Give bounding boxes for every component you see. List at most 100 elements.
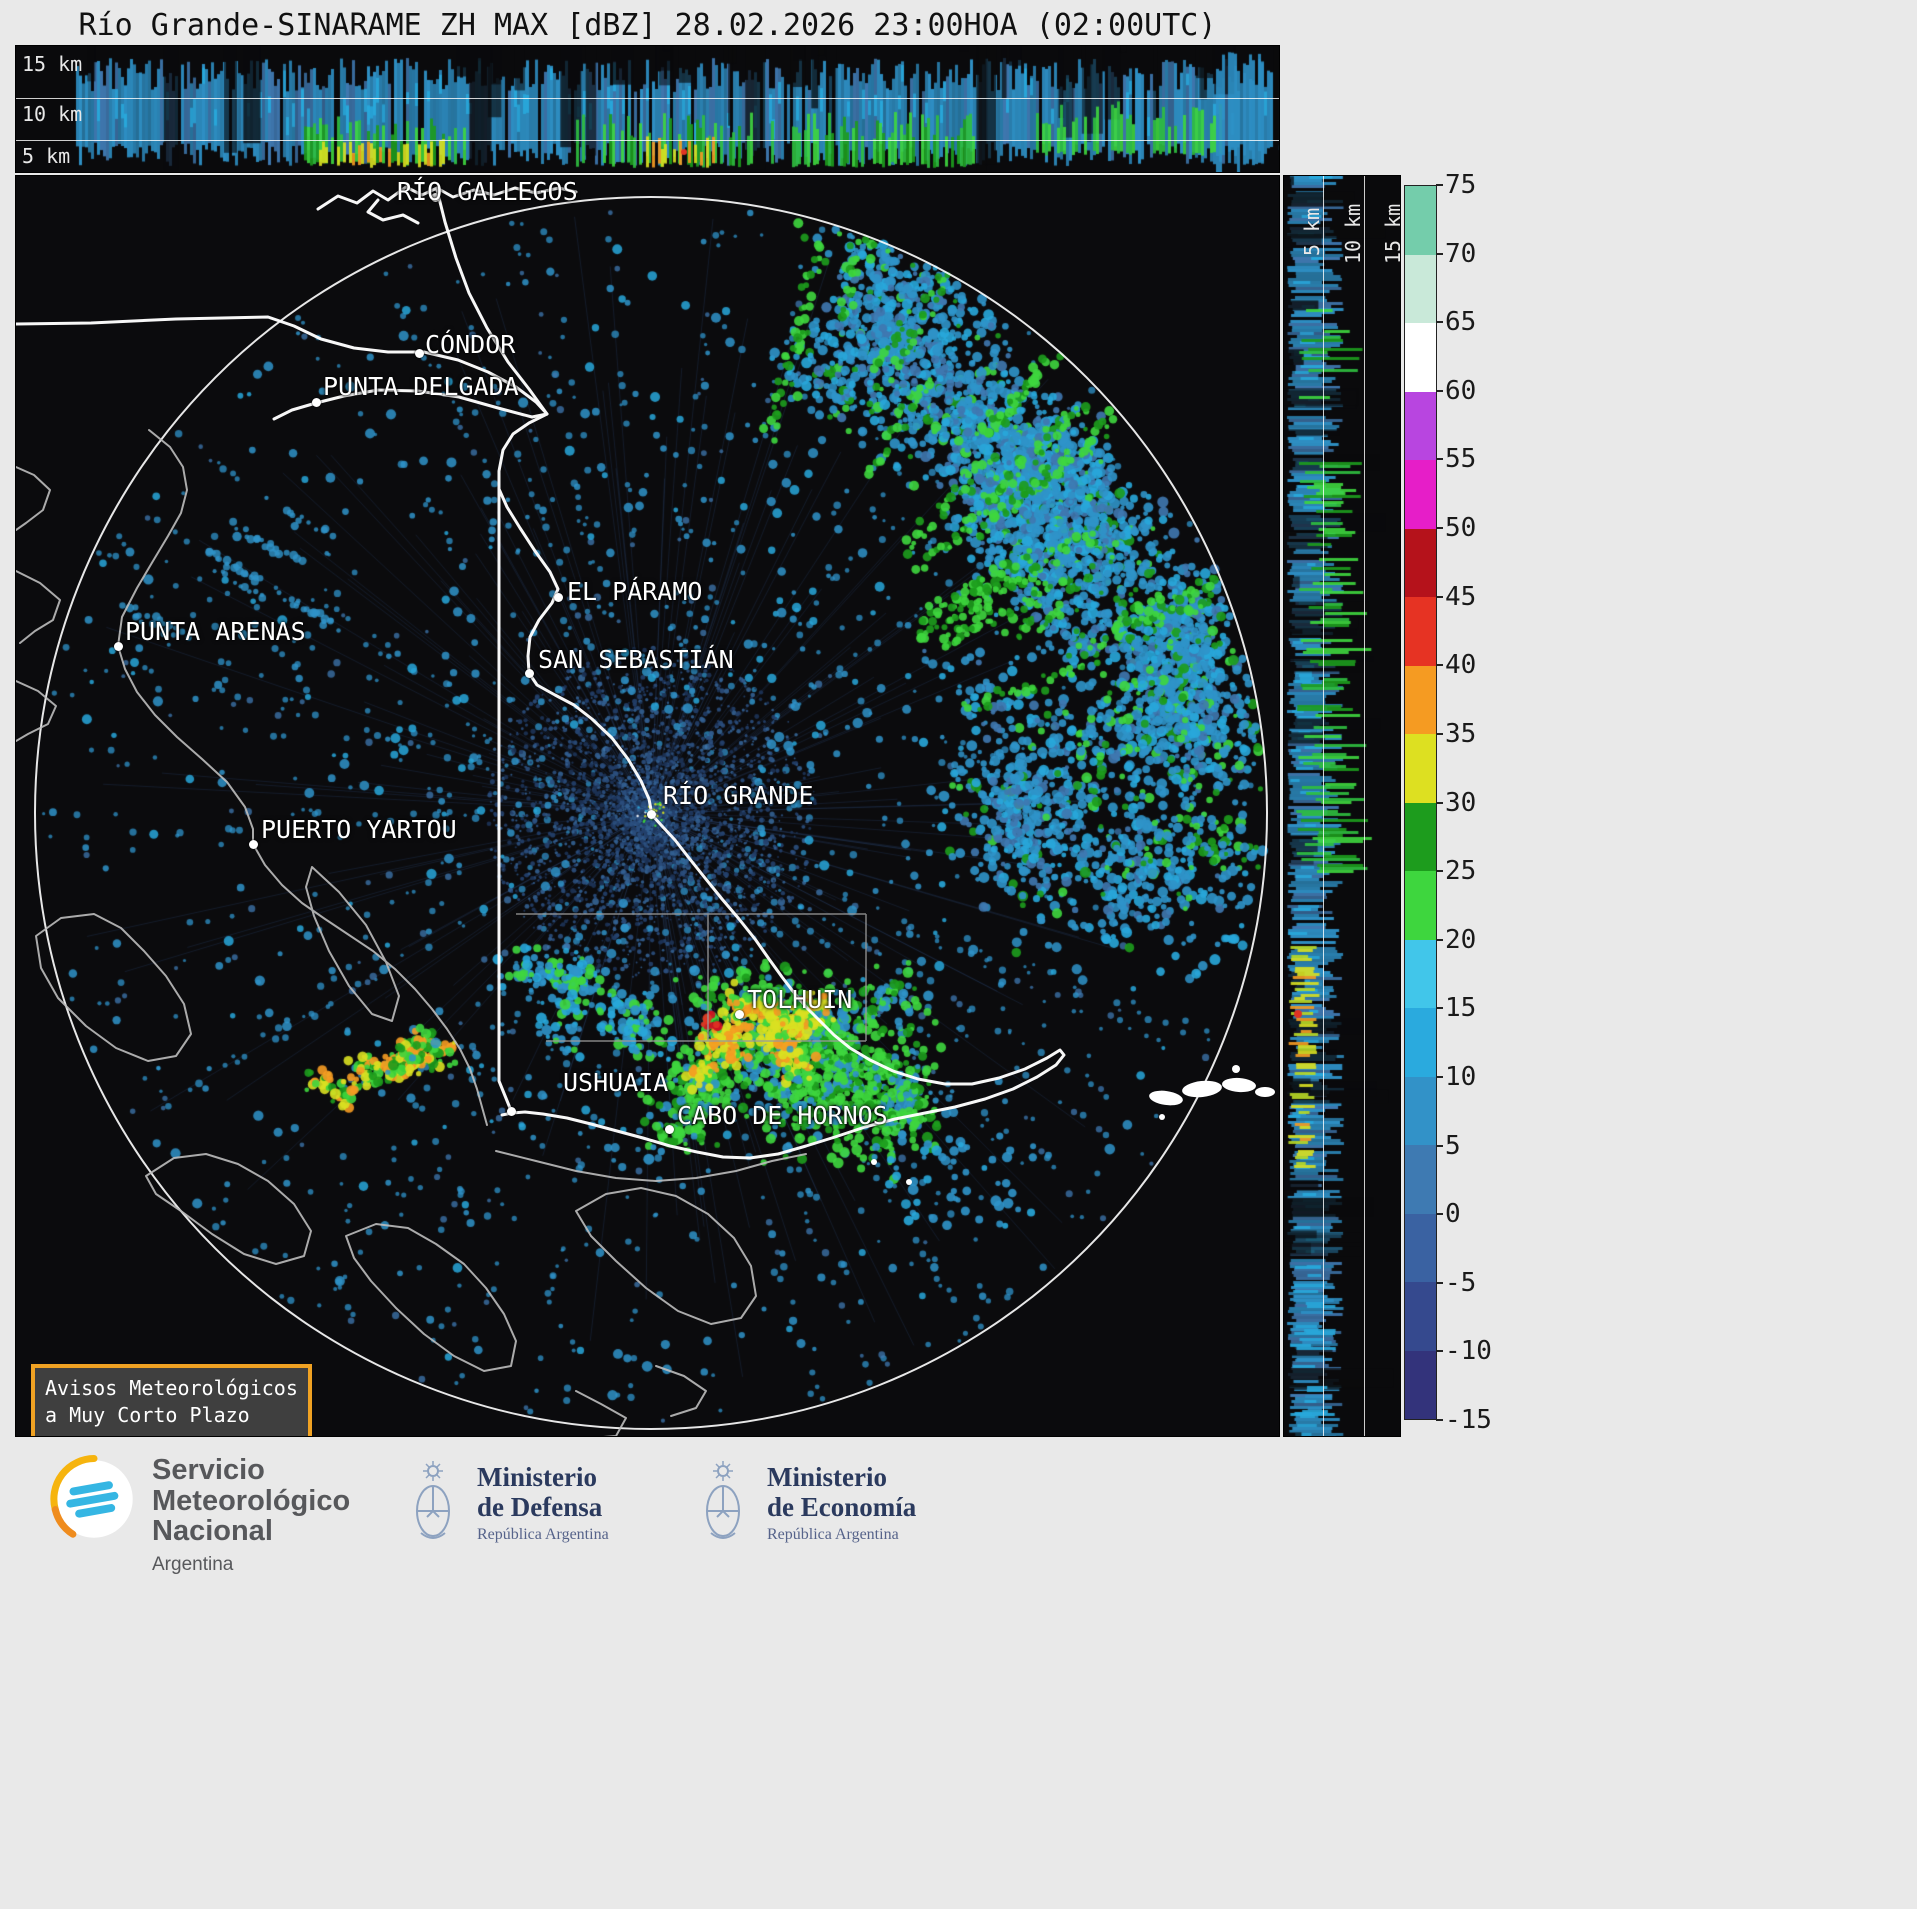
ministerio-economia-brand: Ministerio de Economía República Argenti… xyxy=(695,1459,916,1547)
altitude-label-10km: 10 km xyxy=(22,102,83,126)
altitude-gridline-10km xyxy=(16,98,1279,99)
colorbar-tick-label: 40 xyxy=(1445,650,1477,681)
colorbar-tick-label: 25 xyxy=(1445,856,1477,887)
altitude-label-10km-v: 10 km xyxy=(1341,203,1365,264)
place-marker xyxy=(554,593,563,602)
colorbar-tick-label: -10 xyxy=(1445,1336,1492,1367)
defensa-crest-icon xyxy=(416,1461,450,1539)
side-altitude-profile: 5 km 10 km 15 km xyxy=(1283,175,1401,1437)
place-marker xyxy=(114,642,123,651)
place-label: RÍO GRANDE xyxy=(663,781,814,810)
colorbar-segment xyxy=(1405,665,1436,734)
radar-echo-layer xyxy=(16,176,1279,1436)
altitude-gridline-10km-v xyxy=(1364,176,1365,1436)
place-label: CABO DE HORNOS xyxy=(677,1101,888,1130)
colorbar-segment xyxy=(1405,254,1436,323)
colorbar-segment xyxy=(1405,323,1436,392)
economia-name-line1: Ministerio xyxy=(767,1461,887,1492)
colorbar-segment xyxy=(1405,1008,1436,1077)
colorbar-segment xyxy=(1405,1145,1436,1214)
page-title: Río Grande-SINARAME ZH MAX [dBZ] 28.02.2… xyxy=(78,8,1217,43)
colorbar-tick-label: 50 xyxy=(1445,513,1477,544)
chile-coastline xyxy=(16,429,807,1436)
place-marker xyxy=(312,398,321,407)
place-marker xyxy=(415,349,424,358)
colorbar-segment xyxy=(1405,528,1436,597)
smn-brand: Servicio Meteorológico Nacional Argentin… xyxy=(50,1455,350,1576)
colorbar-segment xyxy=(1405,802,1436,871)
place-marker xyxy=(431,193,440,202)
economia-text: Ministerio de Economía República Argenti… xyxy=(767,1462,916,1544)
ministerio-defensa-brand: Ministerio de Defensa República Argentin… xyxy=(405,1459,609,1547)
colorbar-segment xyxy=(1405,1213,1436,1282)
colorbar-tick-label: 20 xyxy=(1445,924,1477,955)
colorbar-tick-label: 75 xyxy=(1445,170,1477,200)
colorbar-tick-label: 35 xyxy=(1445,718,1477,749)
economia-subtitle: República Argentina xyxy=(767,1526,899,1544)
smn-name-line2: Meteorológico xyxy=(152,1484,351,1517)
place-label: EL PÁRAMO xyxy=(567,577,703,606)
footer-branding: Servicio Meteorológico Nacional Argentin… xyxy=(0,1437,1917,1909)
place-label: CÓNDOR xyxy=(425,330,516,359)
range-ring xyxy=(34,196,1268,1430)
place-label: TOLHUIN xyxy=(747,985,853,1014)
altitude-gridline-5km-v xyxy=(1323,176,1324,1436)
place-marker xyxy=(665,1125,674,1134)
colorbar-segment xyxy=(1405,939,1436,1008)
altitude-label-15km: 15 km xyxy=(22,52,83,76)
place-label: SAN SEBASTIÁN xyxy=(538,645,734,674)
colorbar-segment xyxy=(1405,1350,1436,1419)
economia-name-line2: de Economía xyxy=(767,1492,917,1522)
radar-map: RÍO GALLEGOS CÓNDOR PUNTA DELGADA EL PÁRAMO… xyxy=(15,175,1280,1437)
defensa-name-line2: de Defensa xyxy=(477,1492,603,1522)
colorbar-tick-label: 15 xyxy=(1445,993,1477,1024)
colorbar-tick-label: 0 xyxy=(1445,1199,1461,1230)
coastline-layer xyxy=(16,185,1275,1436)
place-marker xyxy=(249,840,258,849)
colorbar-tick-label: -5 xyxy=(1445,1267,1477,1298)
colorbar-tick-label: -15 xyxy=(1445,1405,1492,1435)
colorbar-segment xyxy=(1405,597,1436,666)
colorbar-tick-label: 55 xyxy=(1445,444,1477,475)
warning-notice-line2: a Muy Corto Plazo xyxy=(45,1403,250,1427)
smn-country: Argentina xyxy=(152,1554,234,1576)
colorbar-tick-label: 10 xyxy=(1445,1061,1477,1092)
place-marker xyxy=(525,669,534,678)
colorbar-tick-label: 60 xyxy=(1445,375,1477,406)
altitude-label-5km: 5 km xyxy=(22,144,71,168)
altitude-label-15km-v: 15 km xyxy=(1381,203,1401,264)
colorbar-segment xyxy=(1405,1282,1436,1351)
argentina-coastline xyxy=(16,185,1066,1160)
smn-logo xyxy=(50,1455,133,1538)
warning-notice-box[interactable]: Avisos Meteorológicos a Muy Corto Plazo xyxy=(31,1364,312,1436)
defensa-subtitle: República Argentina xyxy=(477,1526,609,1544)
altitude-gridline-5km xyxy=(16,140,1279,141)
dbz-colorbar xyxy=(1404,185,1437,1420)
colorbar-segment xyxy=(1405,1076,1436,1145)
place-marker xyxy=(735,1010,744,1019)
colorbar-tick-label: 65 xyxy=(1445,307,1477,338)
defensa-name-line1: Ministerio xyxy=(477,1461,597,1492)
colorbar-tick-label: 5 xyxy=(1445,1130,1461,1161)
place-marker xyxy=(647,810,656,819)
smn-name-line1: Servicio xyxy=(152,1454,265,1486)
defensa-text: Ministerio de Defensa República Argentin… xyxy=(477,1462,609,1544)
top-altitude-profile: 15 km 10 km 5 km xyxy=(15,45,1280,173)
place-labels-layer: RÍO GALLEGOS CÓNDOR PUNTA DELGADA EL PÁRAMO… xyxy=(16,176,1279,1436)
colorbar-segment xyxy=(1405,871,1436,940)
place-label: PUNTA ARENAS xyxy=(125,617,306,646)
altitude-label-5km-v: 5 km xyxy=(1300,207,1324,256)
place-label: PUNTA DELGADA xyxy=(323,372,519,401)
top-profile-echoes xyxy=(16,46,1279,172)
smn-name-line3: Nacional xyxy=(152,1515,273,1548)
colorbar-segment xyxy=(1405,460,1436,529)
side-profile-echoes xyxy=(1284,176,1400,1436)
colorbar-segment xyxy=(1405,186,1436,255)
colorbar-segment xyxy=(1405,734,1436,803)
isla-de-los-estados xyxy=(871,1065,1275,1185)
place-label: USHUAIA xyxy=(563,1068,669,1097)
colorbar-tick-label: 30 xyxy=(1445,787,1477,818)
place-label: RÍO GALLEGOS xyxy=(397,177,578,206)
colorbar-tick-label: 45 xyxy=(1445,581,1477,612)
admin-boundaries xyxy=(516,913,867,1042)
